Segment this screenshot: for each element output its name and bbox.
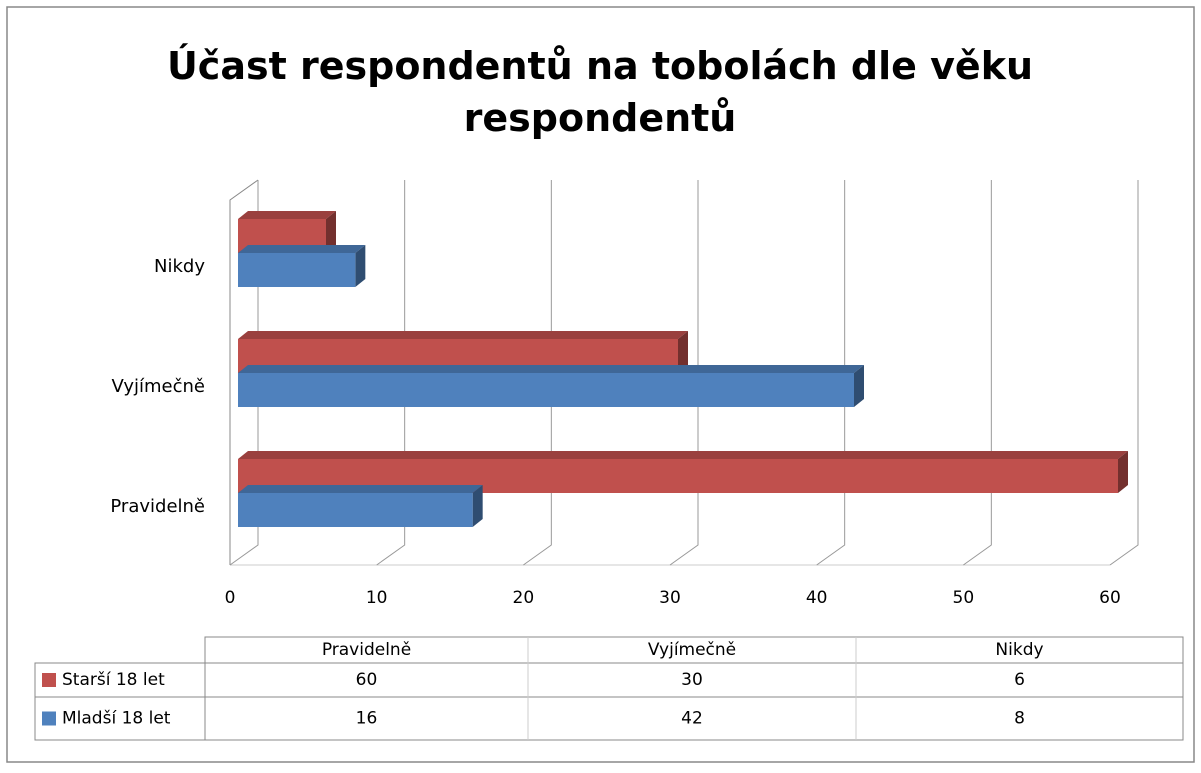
table-header: Pravidelně [322,640,411,660]
grid-line [816,180,846,566]
legend-swatch [42,711,56,726]
table-header: Nikdy [995,640,1043,660]
bar-side [854,365,864,407]
grid-line [376,180,406,566]
table-cell: 16 [356,709,378,729]
bar-top [238,211,336,219]
bar [238,373,854,407]
bar-side [472,485,483,527]
chart-title: Účast respondentů na tobolách dle věku r… [166,44,1034,140]
bar [238,493,473,527]
table-cell: 42 [681,709,703,729]
grid-line [229,180,259,566]
bar-side [326,211,336,253]
title-box: Účast respondentů na tobolách dle věku r… [166,44,1034,140]
x-tick-label: 30 [659,588,681,608]
legend-label: Starší 18 let [62,670,165,690]
y-tick-label: Pravidelně [110,496,205,517]
grid-line [669,180,699,566]
x-tick-label: 60 [1099,588,1121,608]
bar-side [678,331,688,373]
grid-line [963,180,992,566]
table-cell: 60 [356,670,378,690]
grid-line [1109,180,1139,566]
y-tick-label: Vyjímečně [112,376,205,397]
x-tick-label: 50 [953,588,975,608]
grid-line [523,180,552,566]
legend-swatch [42,673,56,687]
table-cell: 8 [1014,709,1025,729]
table-body-frame [34,662,1184,741]
table-header: Vyjímečně [648,640,736,660]
bar-top [238,485,483,493]
bar-top [238,331,688,339]
bar [238,253,356,287]
x-tick-label: 40 [806,588,828,608]
bar-top [238,365,864,373]
table-cell: 30 [681,670,703,690]
y-tick-label: Nikdy [154,256,205,277]
x-tick-label: 10 [366,588,388,608]
bar-top [238,451,1128,459]
table-cell: 6 [1014,670,1025,690]
left-wall [229,179,259,565]
bar-side [355,245,366,287]
x-tick-label: 0 [225,588,236,608]
x-tick-label: 20 [513,588,535,608]
bar-side [1118,451,1128,493]
legend-label: Mladší 18 let [62,709,171,729]
bar-top [238,245,366,253]
